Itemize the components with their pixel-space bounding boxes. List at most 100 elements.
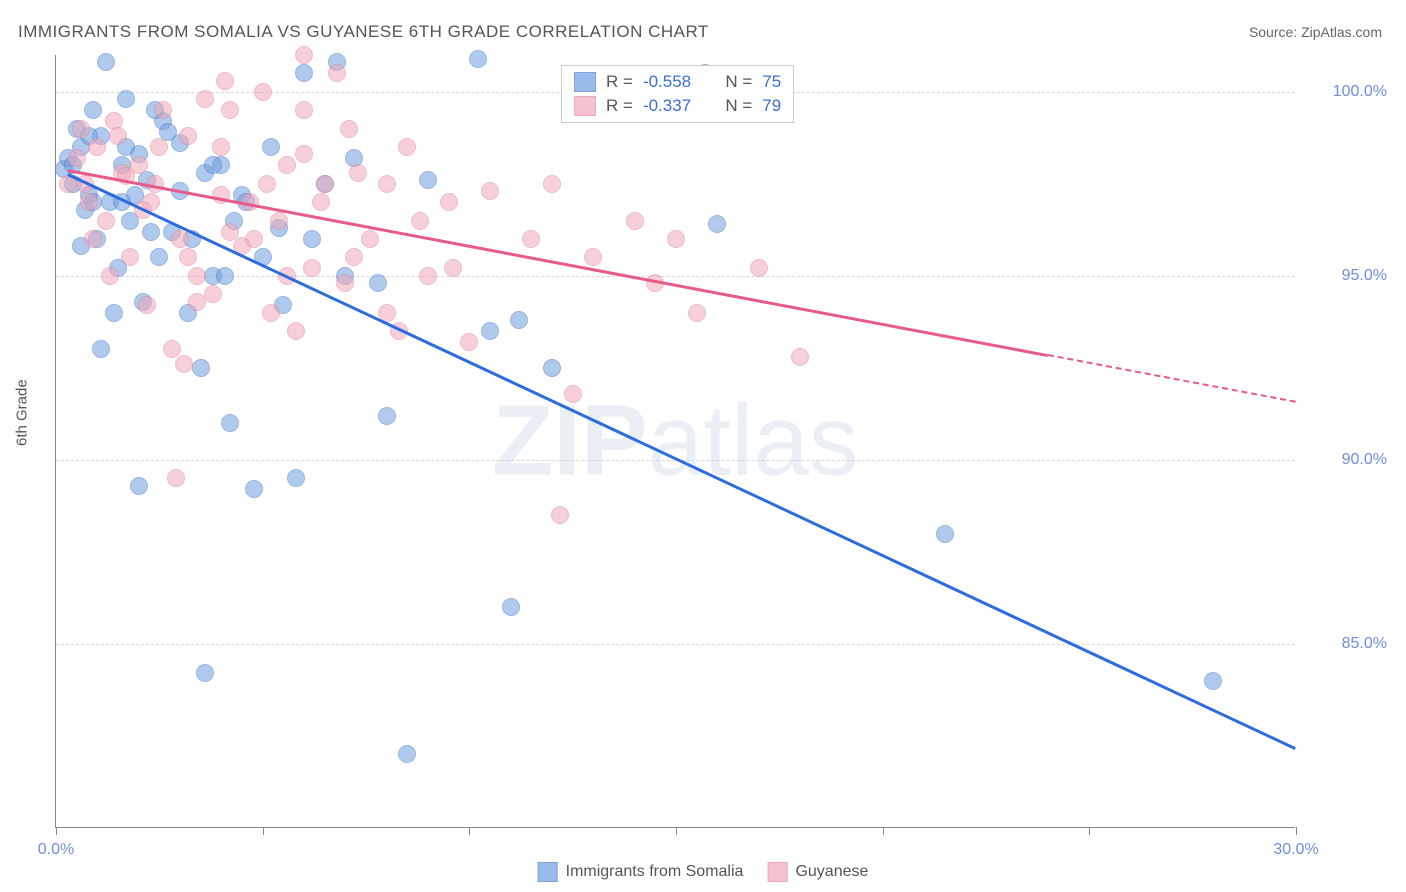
data-point [667, 230, 685, 248]
chart-title: IMMIGRANTS FROM SOMALIA VS GUYANESE 6TH … [18, 22, 709, 42]
data-point [336, 274, 354, 292]
data-point [378, 407, 396, 425]
data-point [84, 230, 102, 248]
data-point [936, 525, 954, 543]
data-point [295, 101, 313, 119]
data-point [543, 359, 561, 377]
stats-legend-row: R = -0.558 N = 75 [574, 70, 781, 94]
data-point [130, 477, 148, 495]
data-point [121, 248, 139, 266]
legend-label: Guyanese [795, 863, 868, 881]
data-point [72, 120, 90, 138]
data-point [551, 506, 569, 524]
bottom-legend: Immigrants from SomaliaGuyanese [538, 862, 869, 882]
data-point [419, 267, 437, 285]
data-point [84, 101, 102, 119]
data-point [179, 248, 197, 266]
trend-line [68, 169, 1048, 357]
data-point [411, 212, 429, 230]
data-point [750, 259, 768, 277]
data-point [312, 193, 330, 211]
data-point [398, 745, 416, 763]
data-point [460, 333, 478, 351]
data-point [175, 355, 193, 373]
data-point [444, 259, 462, 277]
x-tick [676, 827, 677, 835]
data-point [196, 90, 214, 108]
data-point [258, 175, 276, 193]
data-point [469, 50, 487, 68]
data-point [295, 46, 313, 64]
data-point [80, 193, 98, 211]
data-point [510, 311, 528, 329]
data-point [349, 164, 367, 182]
data-point [245, 480, 263, 498]
data-point [270, 212, 288, 230]
trend-line-dashed [1048, 354, 1296, 403]
data-point [791, 348, 809, 366]
gridline-h [56, 276, 1295, 277]
data-point [167, 469, 185, 487]
data-point [150, 248, 168, 266]
data-point [398, 138, 416, 156]
data-point [584, 248, 602, 266]
data-point [708, 215, 726, 233]
data-point [154, 101, 172, 119]
data-point [262, 138, 280, 156]
x-tick [883, 827, 884, 835]
trend-line [68, 173, 1297, 749]
r-value: -0.337 [643, 96, 691, 116]
y-tick-label: 95.0% [1307, 267, 1387, 285]
x-tick [1296, 827, 1297, 835]
data-point [221, 414, 239, 432]
data-point [502, 598, 520, 616]
data-point [626, 212, 644, 230]
data-point [303, 230, 321, 248]
stats-legend: R = -0.558 N = 75R = -0.337 N = 79 [561, 65, 794, 123]
data-point [212, 138, 230, 156]
x-tick-label: 0.0% [38, 841, 74, 859]
data-point [245, 230, 263, 248]
watermark: ZIPatlas [492, 384, 859, 499]
data-point [92, 340, 110, 358]
x-tick [469, 827, 470, 835]
data-point [543, 175, 561, 193]
source-attribution: Source: ZipAtlas.com [1249, 24, 1382, 40]
data-point [109, 127, 127, 145]
watermark-atlas: atlas [648, 385, 859, 497]
data-point [481, 322, 499, 340]
r-label: R = [606, 96, 633, 116]
data-point [196, 664, 214, 682]
x-tick [56, 827, 57, 835]
data-point [369, 274, 387, 292]
data-point [150, 138, 168, 156]
data-point [138, 296, 156, 314]
data-point [97, 53, 115, 71]
data-point [1204, 672, 1222, 690]
data-point [179, 127, 197, 145]
data-point [101, 267, 119, 285]
data-point [378, 175, 396, 193]
n-label: N = [725, 96, 752, 116]
data-point [440, 193, 458, 211]
data-point [262, 304, 280, 322]
data-point [188, 267, 206, 285]
chart-container: IMMIGRANTS FROM SOMALIA VS GUYANESE 6TH … [0, 0, 1406, 892]
data-point [278, 156, 296, 174]
source-link[interactable]: ZipAtlas.com [1301, 24, 1382, 40]
data-point [142, 223, 160, 241]
data-point [254, 83, 272, 101]
y-tick-label: 90.0% [1307, 451, 1387, 469]
data-point [216, 72, 234, 90]
y-tick-label: 85.0% [1307, 635, 1387, 653]
data-point [287, 322, 305, 340]
data-point [204, 156, 222, 174]
data-point [361, 230, 379, 248]
x-tick [1089, 827, 1090, 835]
data-point [163, 340, 181, 358]
legend-swatch [538, 862, 558, 882]
data-point [295, 64, 313, 82]
legend-swatch [574, 72, 596, 92]
data-point [419, 171, 437, 189]
x-tick-label: 30.0% [1273, 841, 1318, 859]
